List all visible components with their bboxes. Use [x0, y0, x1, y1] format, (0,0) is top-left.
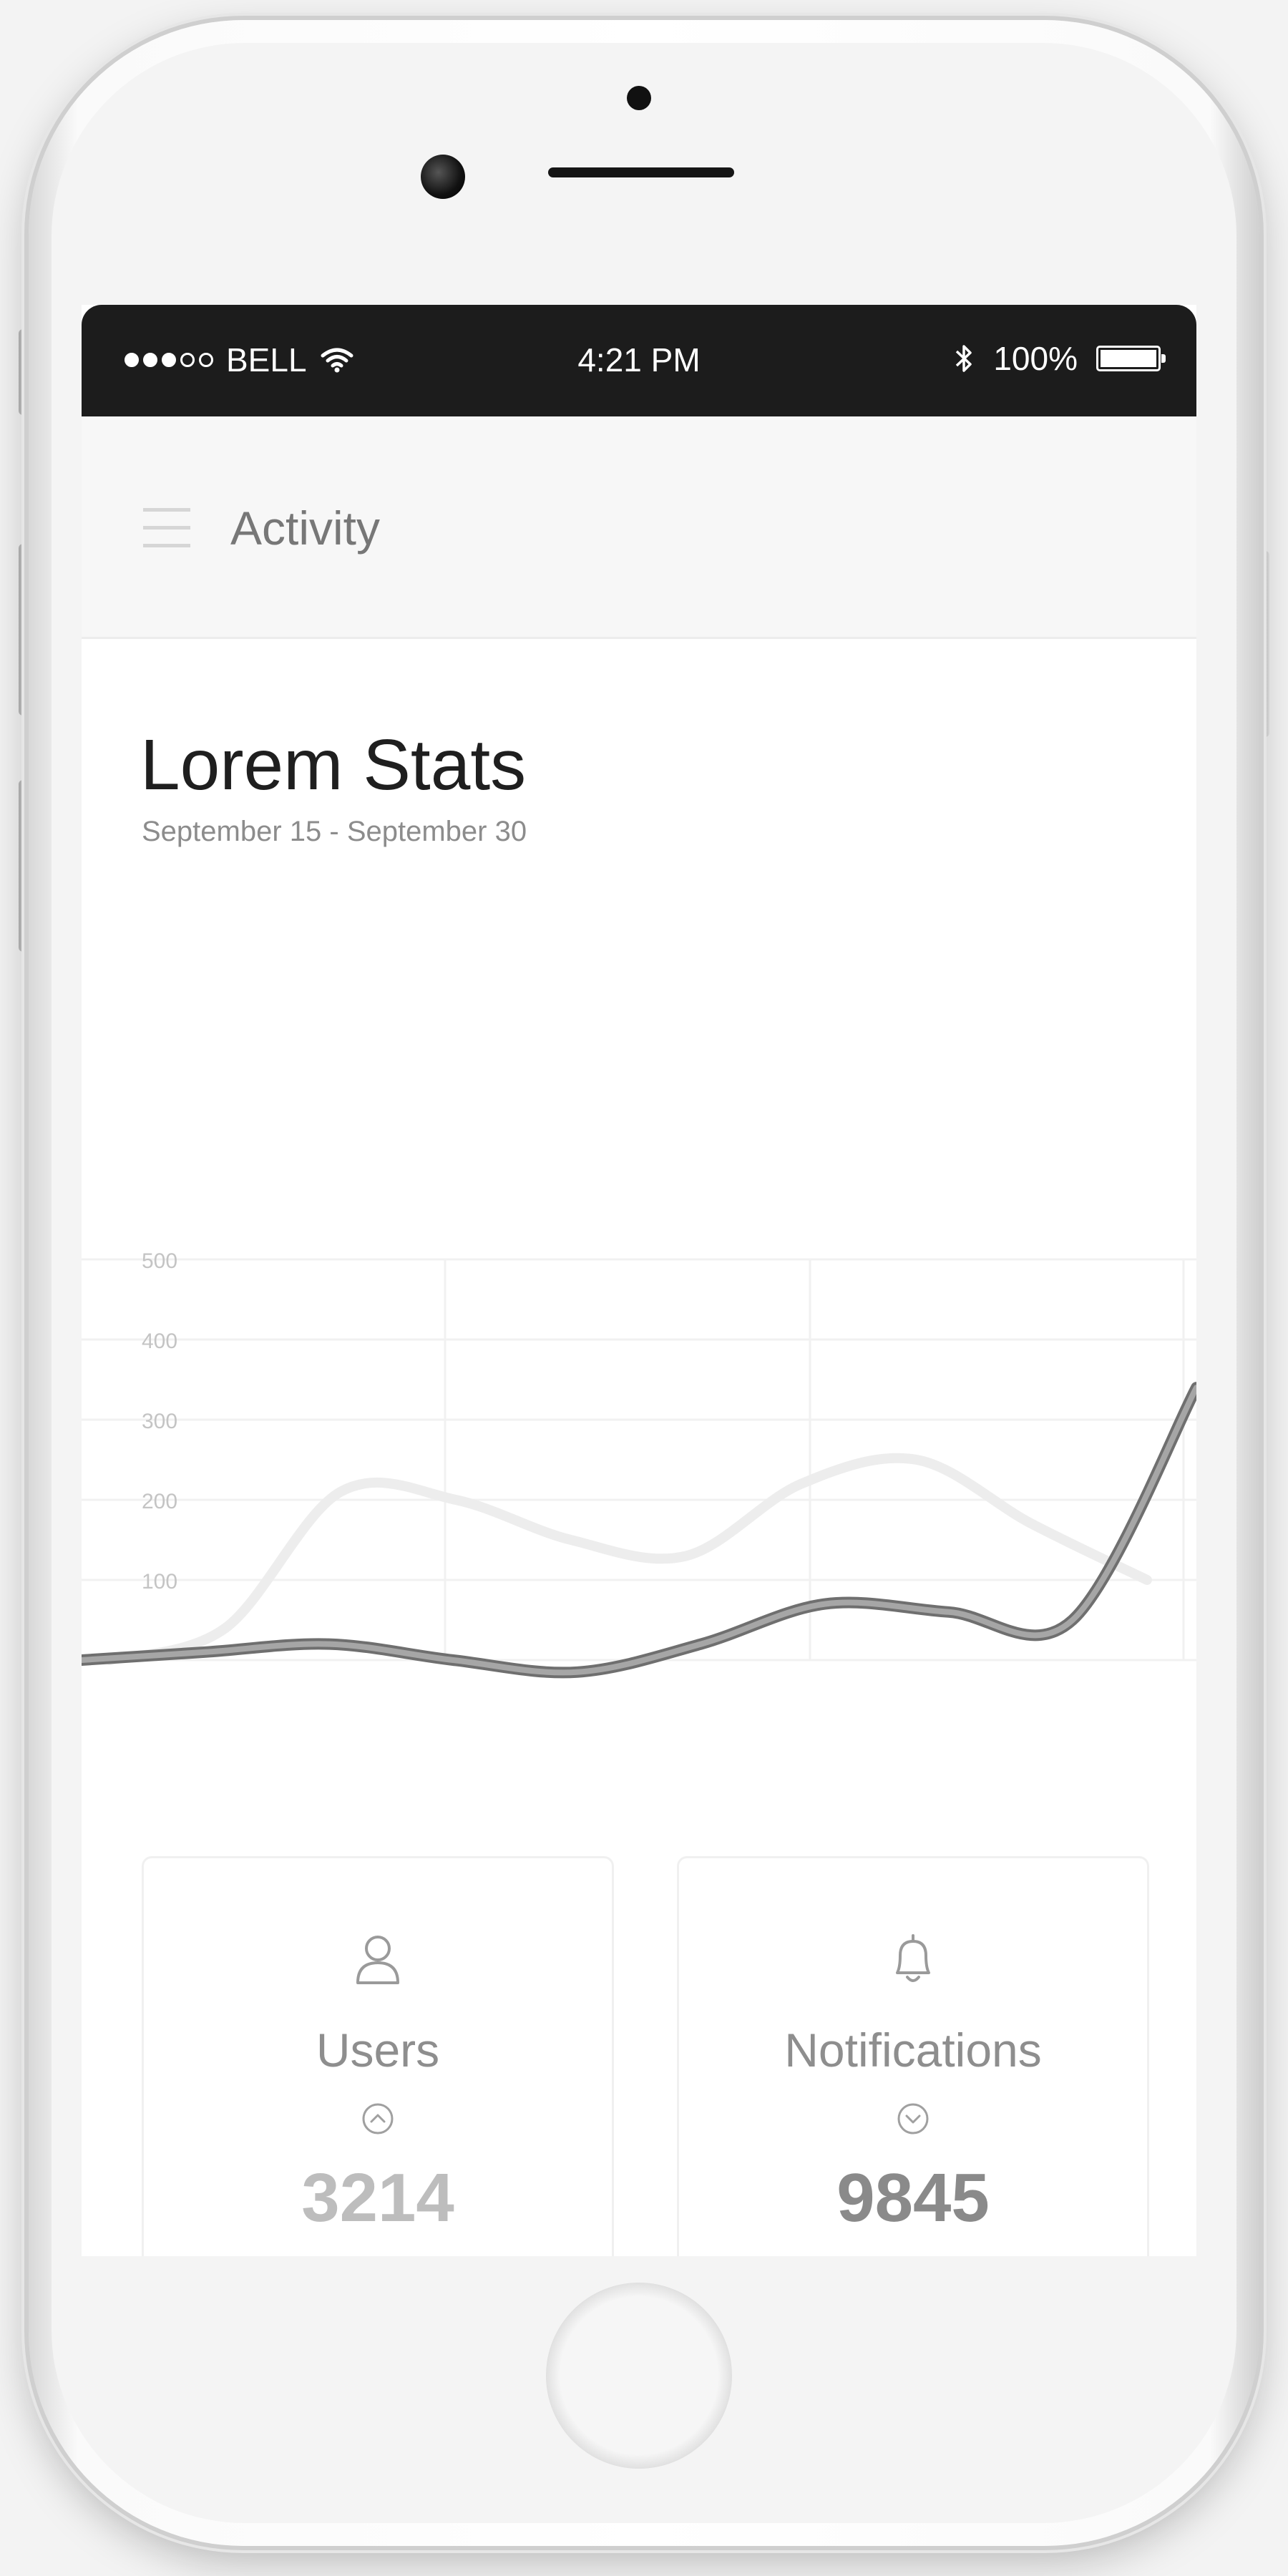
earpiece-speaker: [548, 167, 734, 177]
series-line-0: [105, 1453, 1152, 1665]
battery-icon: [1096, 346, 1166, 371]
chevron-down-icon: [679, 2102, 1147, 2140]
notifications-label: Notifications: [784, 2024, 1042, 2077]
volume-up-button: [19, 544, 29, 716]
status-left: BELL: [125, 341, 354, 379]
y-tick-label: 300: [142, 1410, 177, 1433]
notifications-count: 9845: [836, 2160, 990, 2236]
y-tick-label: 400: [142, 1330, 177, 1353]
notifications-card[interactable]: Notifications 9845: [677, 1856, 1149, 2256]
users-card[interactable]: Users 3214: [142, 1856, 614, 2256]
silent-switch: [19, 329, 29, 415]
y-tick-label: 100: [142, 1570, 177, 1594]
battery-percent: 100%: [993, 340, 1078, 377]
users-label: Users: [316, 2024, 440, 2077]
app-bar: Activity: [82, 416, 1196, 639]
users-count: 3214: [301, 2160, 454, 2236]
series-line-outline: [82, 1382, 1196, 1679]
series-line-1: [82, 1385, 1196, 1676]
volume-down-button: [19, 780, 29, 952]
screen: BELL 4:21 PM 100% Activit: [82, 305, 1196, 2256]
front-camera: [421, 155, 465, 199]
bell-icon: [679, 1930, 1147, 1991]
page-title: Activity: [230, 502, 381, 555]
status-right: 100%: [953, 339, 1166, 378]
y-tick-label: 200: [142, 1490, 177, 1513]
power-button: [1259, 551, 1269, 737]
signal-strength-icon: [125, 353, 213, 367]
chevron-up-icon: [144, 2102, 612, 2140]
y-tick-label: 500: [142, 1249, 177, 1273]
wifi-icon: [321, 348, 353, 373]
stats-title: Lorem Stats: [140, 725, 527, 805]
status-bar: BELL 4:21 PM 100%: [82, 305, 1196, 416]
menu-icon[interactable]: [143, 508, 190, 547]
user-icon: [144, 1930, 612, 1991]
front-sensor: [627, 86, 651, 110]
carrier-name: BELL: [226, 341, 307, 379]
stat-cards: Users 3214 Notifications: [142, 1856, 1158, 2256]
activity-chart: 500 400 300 200 100: [82, 1249, 1196, 1679]
home-button[interactable]: [546, 2283, 732, 2469]
stats-date-range: September 15 - September 30: [142, 816, 527, 847]
status-time: 4:21 PM: [577, 341, 701, 379]
bluetooth-icon: [956, 345, 972, 372]
